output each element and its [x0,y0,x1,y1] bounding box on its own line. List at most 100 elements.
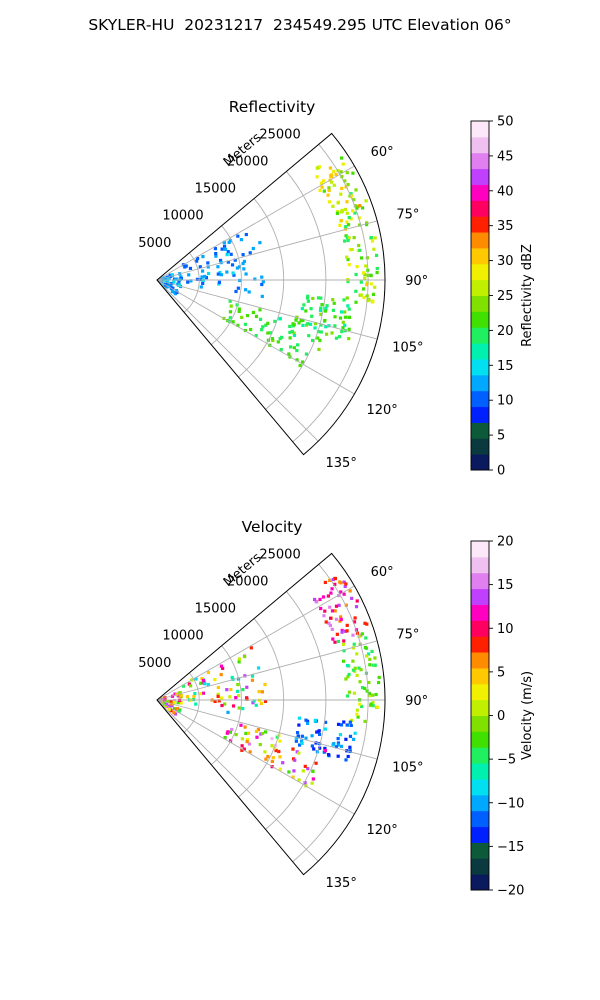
echo-gate [355,673,359,678]
echo-gate [322,614,326,618]
echo-gate [330,609,335,613]
echo-gate [366,652,371,656]
echo-gate [256,666,261,670]
colorbar-swatch [471,541,489,558]
azimuth-spoke [156,640,378,701]
echo-gate [371,700,375,705]
echo-gate [353,211,357,215]
echo-gate [375,705,380,709]
echo-gate [357,216,361,220]
echo-gate [333,609,337,613]
echo-gate [364,636,368,640]
echo-gate [363,719,367,724]
echo-gate [170,273,174,277]
echo-gate [363,276,367,280]
echo-gate [374,253,379,258]
echo-gate [306,767,310,771]
echo-gate [316,296,321,300]
chart-reflectivity: Reflectivity500010000150002000025000Mete… [138,98,535,479]
echo-gate [229,252,233,256]
echo-gate [223,736,227,740]
range-ring [210,225,242,346]
colorbar-tick-label: 0 [497,464,505,479]
echo-gate [330,587,334,591]
echo-southeast-arm [294,294,358,341]
colorbar-tick-label: 20 [497,324,514,339]
echo-gate [301,318,305,322]
colorbar-tick-label: −20 [497,884,524,899]
echo-gate [347,690,352,694]
echo-gate [271,338,275,343]
echo-gate [314,761,318,765]
echo-gate [317,729,321,733]
colorbar-swatch [471,232,489,249]
echo-gate [225,688,229,692]
echo-gate [355,599,359,603]
echo-gate [277,749,281,754]
echo-gate [345,200,349,204]
echo-gate [172,699,177,703]
azimuth-spoke [156,585,355,701]
echo-gate [333,324,337,328]
echo-gate [165,285,169,289]
echo-gate [227,240,231,244]
echo-gate [346,304,350,308]
azimuth-spoke [156,220,378,281]
echo-gate [169,699,173,704]
echo-gate [304,309,308,313]
echo-gate [243,288,248,292]
echo-gate [199,681,203,685]
echo-gate [329,591,333,595]
echo-gate [166,280,170,284]
echo-gate [335,632,339,636]
colorbar-swatch [471,422,489,439]
echo-gate [318,308,323,312]
echo-gate [328,166,332,170]
colorbar-tick-label: 25 [497,289,514,304]
echo-gate [347,307,351,311]
echo-gate [371,292,376,297]
echo-gate [361,287,366,291]
echo-gate [263,682,267,687]
colorbar-tick-label: 5 [497,665,505,680]
echo-gate [304,736,308,740]
echo-gate [236,694,241,698]
echo-gate [330,331,334,335]
echo-gate [334,336,339,340]
echo-gate [349,217,353,221]
echo-gate [334,617,339,621]
echo-gate [287,352,291,356]
echo-gate [289,345,293,349]
echo-gate [249,327,253,332]
echo-gate [328,578,332,582]
echo-gate [293,758,297,762]
echo-gate [243,674,247,678]
echo-gate [373,656,377,660]
echo-gate [189,279,193,283]
echo-gate [327,186,331,190]
echo-gate [214,252,218,256]
echo-gate [195,256,200,261]
echo-gate [342,720,346,724]
echo-gate [369,274,373,278]
echo-gate [247,290,251,294]
echo-gate [311,769,315,773]
echo-gate [353,731,357,735]
echo-gate [341,659,346,663]
echo-gate [314,600,318,604]
echo-gate [351,668,356,672]
echo-gate [270,759,274,764]
echo-gate [244,272,248,276]
echo-gate [193,692,197,696]
range-ring [210,645,242,766]
echo-gate [303,764,307,768]
colorbar-tick-label: 0 [497,709,505,724]
echo-gate [347,327,351,331]
echo-gate [342,592,346,596]
echo-near-cluster [181,232,265,298]
echo-gate [237,706,241,710]
echo-gate [377,675,381,680]
echo-gate [362,271,366,275]
echo-gate [222,244,227,248]
echo-gate [345,171,349,175]
